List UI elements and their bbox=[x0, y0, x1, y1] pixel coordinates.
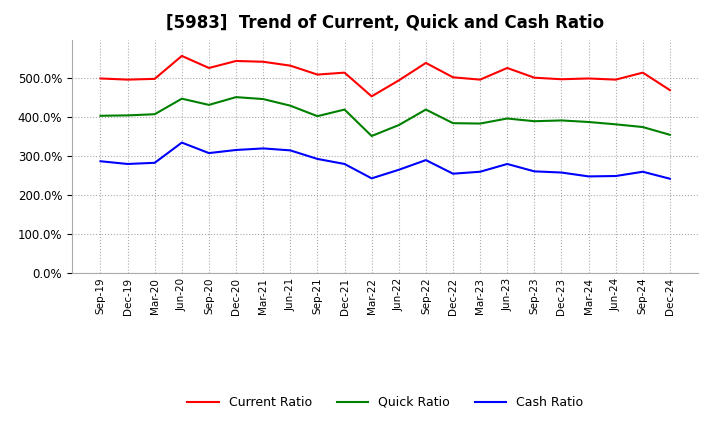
Current Ratio bbox=[178, 53, 186, 59]
Legend: Current Ratio, Quick Ratio, Cash Ratio: Current Ratio, Quick Ratio, Cash Ratio bbox=[182, 391, 588, 414]
Cash Ratio bbox=[503, 161, 511, 167]
Cash Ratio bbox=[530, 169, 539, 174]
Current Ratio bbox=[286, 63, 294, 68]
Current Ratio bbox=[341, 70, 349, 75]
Cash Ratio bbox=[232, 147, 240, 153]
Cash Ratio bbox=[557, 170, 566, 175]
Cash Ratio bbox=[584, 174, 593, 179]
Current Ratio bbox=[503, 65, 511, 70]
Current Ratio bbox=[150, 76, 159, 81]
Current Ratio bbox=[367, 94, 376, 99]
Current Ratio bbox=[204, 65, 213, 70]
Cash Ratio bbox=[421, 158, 430, 163]
Title: [5983]  Trend of Current, Quick and Cash Ratio: [5983] Trend of Current, Quick and Cash … bbox=[166, 15, 604, 33]
Current Ratio bbox=[476, 77, 485, 82]
Quick Ratio bbox=[449, 121, 457, 126]
Current Ratio bbox=[395, 78, 403, 83]
Quick Ratio bbox=[232, 95, 240, 100]
Quick Ratio bbox=[639, 125, 647, 130]
Cash Ratio bbox=[367, 176, 376, 181]
Cash Ratio bbox=[286, 148, 294, 153]
Quick Ratio bbox=[367, 133, 376, 139]
Quick Ratio bbox=[503, 116, 511, 121]
Current Ratio bbox=[665, 88, 674, 93]
Cash Ratio bbox=[665, 176, 674, 181]
Quick Ratio bbox=[204, 102, 213, 107]
Cash Ratio bbox=[259, 146, 268, 151]
Quick Ratio bbox=[395, 122, 403, 128]
Cash Ratio bbox=[96, 158, 105, 164]
Current Ratio bbox=[421, 60, 430, 66]
Cash Ratio bbox=[341, 161, 349, 167]
Line: Current Ratio: Current Ratio bbox=[101, 56, 670, 96]
Quick Ratio bbox=[557, 118, 566, 123]
Cash Ratio bbox=[611, 173, 620, 179]
Quick Ratio bbox=[584, 119, 593, 125]
Quick Ratio bbox=[341, 107, 349, 112]
Current Ratio bbox=[639, 70, 647, 75]
Quick Ratio bbox=[421, 107, 430, 112]
Quick Ratio bbox=[96, 113, 105, 118]
Quick Ratio bbox=[530, 118, 539, 124]
Current Ratio bbox=[123, 77, 132, 82]
Quick Ratio bbox=[665, 132, 674, 137]
Cash Ratio bbox=[123, 161, 132, 167]
Current Ratio bbox=[584, 76, 593, 81]
Current Ratio bbox=[313, 72, 322, 77]
Quick Ratio bbox=[123, 113, 132, 118]
Quick Ratio bbox=[476, 121, 485, 126]
Current Ratio bbox=[232, 59, 240, 64]
Cash Ratio bbox=[313, 156, 322, 161]
Quick Ratio bbox=[178, 96, 186, 101]
Cash Ratio bbox=[395, 167, 403, 172]
Current Ratio bbox=[449, 75, 457, 80]
Cash Ratio bbox=[639, 169, 647, 174]
Cash Ratio bbox=[178, 140, 186, 145]
Quick Ratio bbox=[259, 96, 268, 102]
Current Ratio bbox=[611, 77, 620, 82]
Quick Ratio bbox=[150, 112, 159, 117]
Quick Ratio bbox=[611, 122, 620, 127]
Cash Ratio bbox=[449, 171, 457, 176]
Cash Ratio bbox=[150, 160, 159, 165]
Current Ratio bbox=[557, 77, 566, 82]
Current Ratio bbox=[259, 59, 268, 64]
Quick Ratio bbox=[313, 114, 322, 119]
Quick Ratio bbox=[286, 103, 294, 108]
Cash Ratio bbox=[204, 150, 213, 156]
Line: Quick Ratio: Quick Ratio bbox=[101, 97, 670, 136]
Cash Ratio bbox=[476, 169, 485, 174]
Current Ratio bbox=[530, 75, 539, 81]
Current Ratio bbox=[96, 76, 105, 81]
Line: Cash Ratio: Cash Ratio bbox=[101, 143, 670, 179]
